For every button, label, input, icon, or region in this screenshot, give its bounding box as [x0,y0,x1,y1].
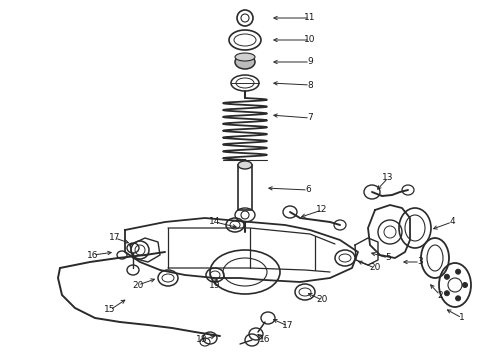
Text: 7: 7 [307,113,313,122]
Bar [238,165,252,210]
Text: 10: 10 [304,36,316,45]
Text: 9: 9 [307,58,313,67]
Circle shape [456,269,461,274]
Text: 8: 8 [307,81,313,90]
Ellipse shape [238,161,252,169]
Text: 20: 20 [369,264,381,273]
Text: 16: 16 [87,251,99,260]
Circle shape [456,296,461,301]
Text: 18: 18 [196,336,208,345]
Circle shape [463,283,467,288]
Text: 17: 17 [282,321,294,330]
Text: 20: 20 [317,296,328,305]
Text: 5: 5 [385,253,391,262]
Text: 11: 11 [304,13,316,22]
Text: 12: 12 [317,206,328,215]
Text: 15: 15 [104,306,116,315]
Ellipse shape [235,55,255,69]
Text: 3: 3 [417,257,423,266]
Text: 1: 1 [459,314,465,323]
Circle shape [444,274,449,279]
Text: 4: 4 [449,217,455,226]
Text: 14: 14 [209,217,220,226]
Text: 6: 6 [305,185,311,194]
Text: 19: 19 [209,280,221,289]
Circle shape [444,291,449,296]
Text: 13: 13 [382,174,394,183]
Text: 17: 17 [109,234,121,243]
Text: 16: 16 [259,336,271,345]
Text: 2: 2 [437,291,443,300]
Text: 20: 20 [132,280,144,289]
Ellipse shape [235,53,255,61]
